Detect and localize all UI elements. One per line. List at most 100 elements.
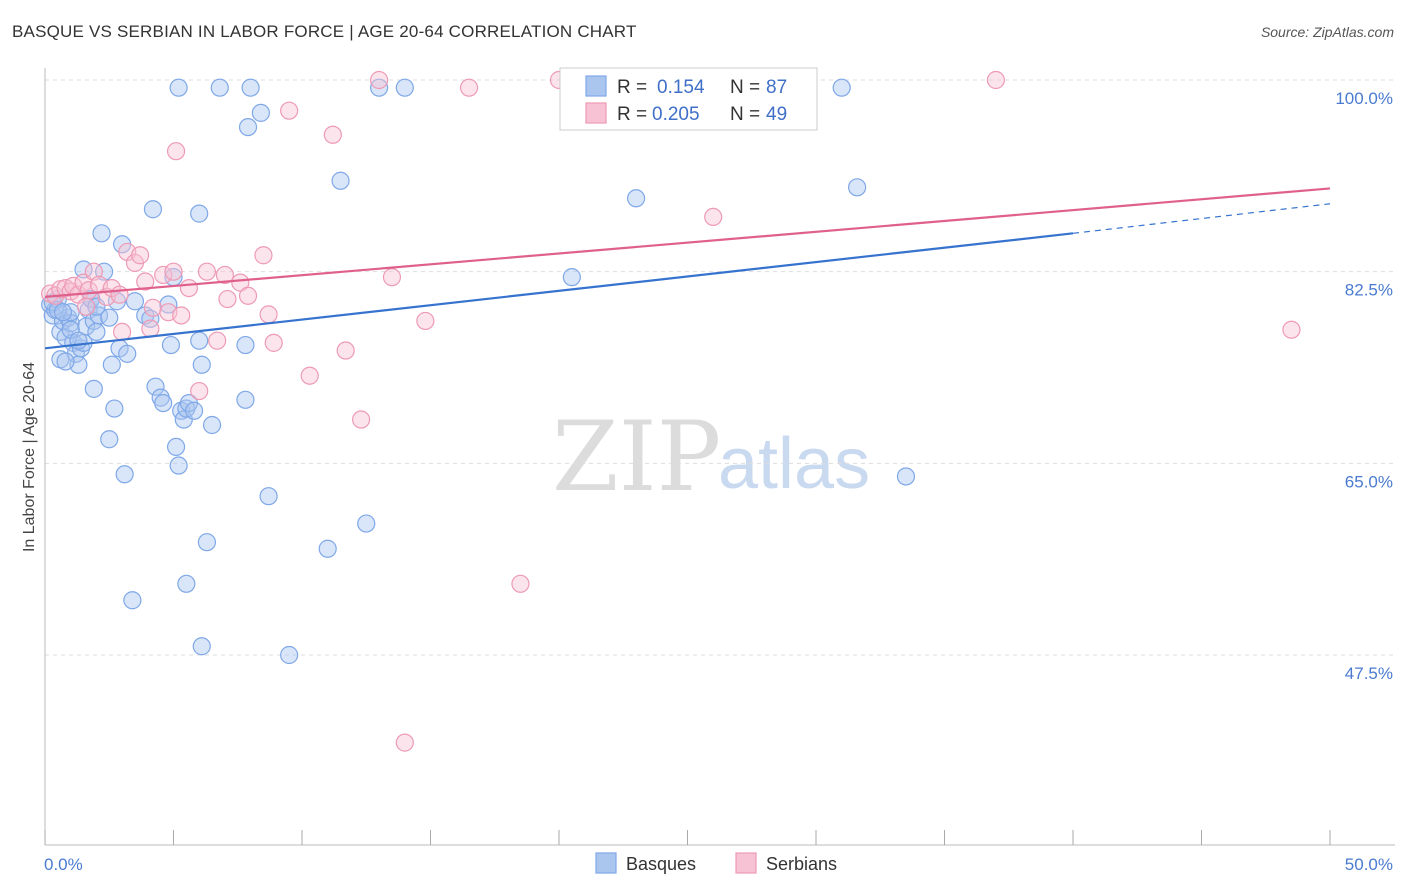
basques-point <box>370 78 389 97</box>
basques-point <box>197 533 217 552</box>
basques-point <box>143 200 163 219</box>
basques-points <box>41 78 916 665</box>
basques-point <box>146 377 165 396</box>
serbians-trend-line <box>44 187 1331 298</box>
basques-point <box>87 322 106 342</box>
basques-point <box>331 171 350 190</box>
basques-point <box>238 117 258 137</box>
serbians-point <box>370 70 389 90</box>
legend-basques-swatch <box>595 852 617 874</box>
legend-basques-label: Basques <box>626 854 696 874</box>
basques-point <box>177 574 196 593</box>
serbians-point <box>264 333 283 352</box>
chart-title: BASQUE VS SERBIAN IN LABOR FORCE | AGE 2… <box>12 22 637 41</box>
stats-legend: R = 0.154 N = 87 R = 0.205 N = 49 <box>559 67 818 131</box>
series-legend: Basques Serbians <box>595 852 837 874</box>
basques-point <box>100 308 119 327</box>
serbians-point <box>382 268 402 287</box>
basques-point <box>56 352 75 371</box>
basques-point <box>141 309 160 328</box>
basques-point <box>192 637 211 656</box>
serbians-point <box>112 322 132 342</box>
serbians-point <box>259 305 278 324</box>
serbians-point <box>238 286 258 305</box>
serbians-point <box>179 278 199 298</box>
basques-point <box>318 539 337 558</box>
basques-point <box>259 487 278 506</box>
basques-point <box>92 224 111 243</box>
basques-n-label: N = <box>730 77 760 98</box>
serbians-point <box>130 246 150 265</box>
serbians-point <box>459 78 479 97</box>
basques-point <box>251 103 270 122</box>
basques-point <box>210 78 229 97</box>
serbians-point <box>336 341 355 360</box>
serbians-point <box>254 246 273 265</box>
basques-point <box>848 178 867 197</box>
basques-point <box>84 379 103 398</box>
serbians-point <box>197 262 217 281</box>
basques-point <box>562 268 581 287</box>
axes <box>44 68 1395 846</box>
basques-point <box>236 390 255 409</box>
basques-point <box>896 467 916 486</box>
x-tick-labels: 0.0% 50.0% <box>44 855 1393 874</box>
basques-r-label: R = <box>617 77 647 98</box>
basques-point <box>190 204 209 223</box>
basques-point <box>53 303 73 322</box>
serbians-point <box>190 381 209 401</box>
watermark: ZIP atlas <box>552 401 870 513</box>
basques-trend-extension <box>1072 203 1331 234</box>
serbians-points <box>41 70 1301 752</box>
serbians-point <box>280 101 299 120</box>
serbians-point <box>704 207 723 227</box>
serbians-point <box>1282 320 1301 339</box>
y-axis-label: In Labor Force | Age 20-64 <box>21 362 38 552</box>
serbians-point <box>218 289 237 309</box>
basques-point <box>123 591 142 610</box>
watermark-atlas: atlas <box>718 424 870 504</box>
serbians-n-label: N = <box>730 104 760 125</box>
basques-point <box>161 335 181 355</box>
basques-point <box>100 430 119 449</box>
basques-point <box>159 295 178 314</box>
serbians-point <box>164 262 183 281</box>
serbians-n-value: 49 <box>766 104 787 125</box>
serbians-point <box>141 319 160 338</box>
y-tick-label: 100.0% <box>1335 89 1393 108</box>
basques-point <box>832 78 851 97</box>
serbians-point <box>110 285 129 304</box>
serbians-point <box>300 366 319 385</box>
serbians-point <box>215 265 234 285</box>
legend-serbians-swatch <box>735 852 757 874</box>
basques-point <box>125 292 145 311</box>
serbians-point <box>143 298 163 317</box>
basques-point <box>236 335 255 355</box>
basques-point <box>166 437 186 457</box>
legend-serbians-label: Serbians <box>766 854 837 874</box>
serbians-r-label: R = <box>617 104 647 125</box>
basques-n-value: 87 <box>766 77 787 98</box>
basques-point <box>241 78 260 97</box>
basques-point <box>154 393 173 413</box>
basques-point <box>169 78 188 97</box>
x-ticks <box>44 830 1331 845</box>
x-tick-label: 0.0% <box>44 855 83 874</box>
basques-point <box>169 456 188 475</box>
basques-point <box>69 331 88 350</box>
serbians-point <box>416 311 435 331</box>
serbians-point <box>166 142 186 161</box>
basques-point <box>395 78 414 97</box>
basques-point <box>84 311 103 331</box>
serbians-point <box>352 410 371 429</box>
basques-trend-line <box>44 232 1074 350</box>
basques-r-value: 0.154 <box>657 77 705 98</box>
y-tick-label: 82.5% <box>1345 281 1393 300</box>
gridlines <box>45 79 1395 656</box>
basques-point <box>105 399 124 418</box>
serbians-point <box>136 272 155 291</box>
serbians-point <box>511 574 530 593</box>
y-tick-label: 65.0% <box>1345 472 1393 491</box>
basques-point <box>115 465 134 484</box>
basques-point <box>202 415 222 435</box>
